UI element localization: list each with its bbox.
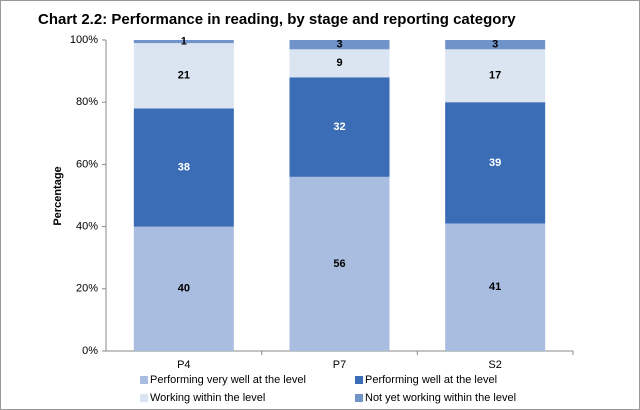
legend-swatch	[140, 394, 148, 402]
bar-segment	[289, 77, 390, 177]
y-tick-label: 20%	[76, 283, 98, 295]
bar-segment	[289, 40, 390, 50]
value-label: 41	[489, 281, 501, 293]
value-label: 39	[489, 157, 501, 169]
y-tick-label: 80%	[76, 96, 98, 108]
chart-title: Chart 2.2: Performance in reading, by st…	[38, 11, 516, 28]
bar-segment	[133, 108, 234, 227]
y-tick-label: 0%	[82, 345, 98, 357]
bar-segment	[445, 49, 546, 103]
value-label: 9	[336, 57, 342, 69]
legend-label: Working within the level	[150, 392, 265, 404]
bar-segment	[289, 49, 390, 78]
y-tick-label: 100%	[70, 34, 98, 46]
value-label: 21	[178, 70, 190, 82]
bar-segment	[289, 176, 390, 351]
bar-segment	[445, 223, 546, 351]
y-tick-label: 40%	[76, 221, 98, 233]
y-axis-title: Percentage	[52, 166, 64, 225]
x-tick-label: S2	[488, 359, 501, 371]
legend-label: Performing well at the level	[365, 374, 497, 386]
value-label: 32	[333, 121, 345, 133]
legend-swatch	[355, 376, 363, 384]
bar-segment	[133, 226, 234, 351]
x-tick-label: P7	[333, 359, 346, 371]
bar-segment	[133, 40, 234, 44]
bar-segment	[445, 102, 546, 224]
x-tick-label: P4	[177, 359, 190, 371]
value-label: 1	[181, 35, 187, 47]
bar-segment	[133, 43, 234, 109]
value-label: 3	[492, 39, 498, 51]
legend-swatch	[355, 394, 363, 402]
value-label: 3	[336, 39, 342, 51]
value-label: 17	[489, 70, 501, 82]
legend-label: Performing very well at the level	[150, 374, 306, 386]
y-tick-label: 60%	[76, 158, 98, 170]
value-label: 38	[178, 161, 190, 173]
value-label: 40	[178, 283, 190, 295]
bar-segment	[445, 40, 546, 50]
legend-label: Not yet working within the level	[365, 392, 516, 404]
value-label: 56	[333, 258, 345, 270]
legend-swatch	[140, 376, 148, 384]
